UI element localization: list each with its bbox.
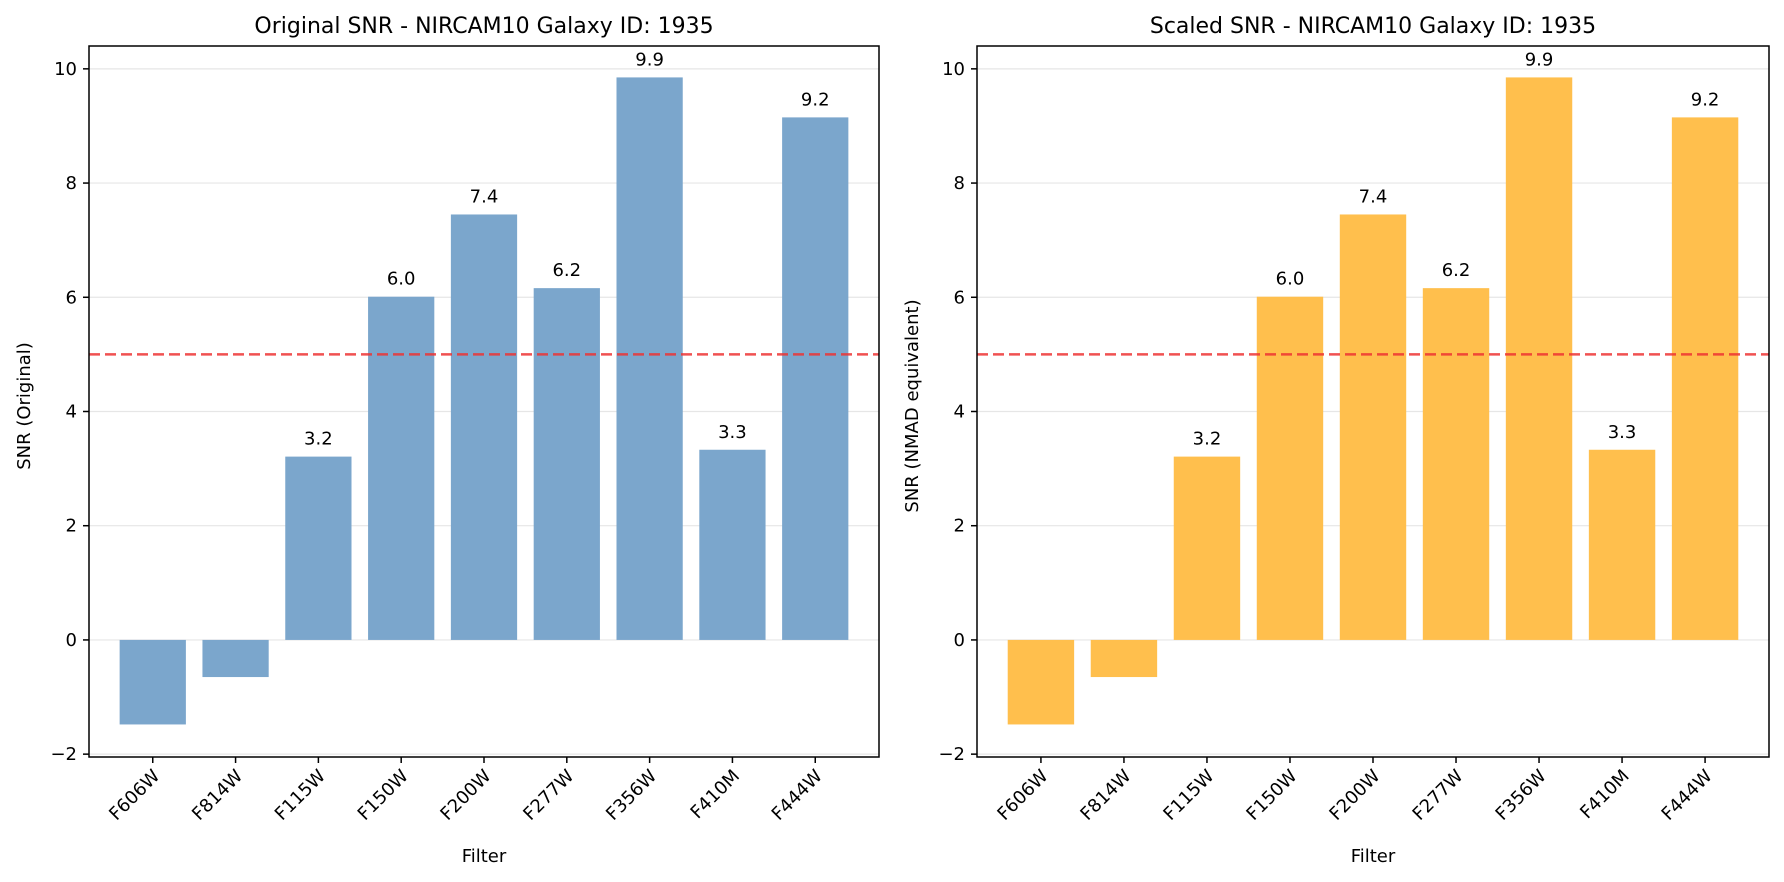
right-xtick-label: F277W (1409, 766, 1468, 825)
right-ytick-label: −2 (938, 744, 965, 765)
left-bar-f410m (699, 449, 766, 640)
right-data-label: 3.2 (1193, 429, 1222, 450)
left-ytick-label: −2 (50, 744, 77, 765)
right-ytick-label: 0 (954, 630, 965, 651)
left-ytick-label: 0 (66, 630, 77, 651)
left-xtick-label: F410M (687, 766, 744, 823)
right-bar-f444w (1671, 117, 1739, 640)
right-chart-title: Scaled SNR - NIRCAM10 Galaxy ID: 1935 (1150, 14, 1596, 39)
right-ytick-label: 6 (954, 287, 965, 308)
left-xtick-label: F606W (105, 766, 164, 825)
right-bar-f606w (1007, 639, 1075, 725)
left-xtick-label: F150W (354, 766, 413, 825)
right-data-label: 9.9 (1525, 49, 1554, 70)
left-ytick-label: 4 (66, 401, 77, 422)
left-chart-panel: Original SNR - NIRCAM10 Galaxy ID: 1935 … (14, 14, 880, 867)
left-chart-title: Original SNR - NIRCAM10 Galaxy ID: 1935 (254, 14, 713, 39)
right-xtick-label: F200W (1325, 766, 1384, 825)
left-xtick-label: F200W (436, 766, 495, 825)
right-xtick-label: F410M (1576, 766, 1633, 823)
right-bar-f277w (1422, 288, 1490, 640)
right-chart-xlabel: Filter (1351, 846, 1396, 867)
right-chart-ylabel: SNR (NMAD equivalent) (902, 299, 923, 512)
left-ytick-label: 6 (66, 287, 77, 308)
right-chart-panel: Scaled SNR - NIRCAM10 Galaxy ID: 1935 Fi… (902, 14, 1770, 867)
right-bar-f150w (1256, 296, 1324, 640)
left-xtick-label: F444W (768, 766, 827, 825)
right-xtick-label: F814W (1076, 766, 1135, 825)
left-data-label: 6.0 (387, 269, 416, 290)
right-ytick-label: 10 (942, 59, 965, 80)
left-ytick-label: 2 (66, 516, 77, 537)
left-bar-f444w (782, 117, 849, 640)
right-ytick-label: 4 (954, 401, 965, 422)
right-bar-f115w (1173, 456, 1241, 640)
right-bar-f200w (1339, 214, 1407, 640)
left-data-label: 3.3 (718, 422, 747, 443)
left-bar-f150w (368, 296, 435, 640)
right-bar-f410m (1588, 449, 1656, 640)
left-bar-f356w (616, 77, 683, 640)
left-data-label: 9.9 (635, 49, 664, 70)
right-data-label: 6.0 (1276, 269, 1305, 290)
left-data-label: 3.2 (304, 429, 333, 450)
left-bar-f200w (450, 214, 518, 640)
left-bar-f277w (533, 288, 600, 640)
right-bar-f814w (1090, 639, 1158, 678)
right-ytick-label: 8 (954, 173, 965, 194)
left-xtick-label: F115W (271, 766, 330, 825)
left-chart-xlabel: Filter (462, 846, 507, 867)
right-data-label: 7.4 (1359, 186, 1388, 207)
left-bar-f814w (202, 639, 269, 678)
left-xtick-label: F277W (519, 766, 578, 825)
right-xtick-label: F356W (1492, 766, 1551, 825)
left-bar-f606w (119, 639, 186, 725)
left-xtick-label: F356W (602, 766, 661, 825)
right-xtick-label: F150W (1242, 766, 1301, 825)
right-xtick-label: F115W (1159, 766, 1218, 825)
left-ytick-label: 10 (54, 59, 77, 80)
left-data-label: 7.4 (470, 186, 499, 207)
left-bar-f115w (285, 456, 352, 640)
left-xtick-label: F814W (188, 766, 247, 825)
left-ytick-label: 8 (66, 173, 77, 194)
right-xtick-label: F444W (1658, 766, 1717, 825)
right-data-label: 3.3 (1608, 422, 1637, 443)
right-bar-f356w (1505, 77, 1573, 640)
right-data-label: 6.2 (1442, 260, 1471, 281)
left-chart-ylabel: SNR (Original) (14, 342, 35, 470)
left-data-label: 9.2 (801, 89, 830, 110)
left-data-label: 6.2 (552, 260, 581, 281)
right-xtick-label: F606W (993, 766, 1052, 825)
right-data-label: 9.2 (1691, 89, 1720, 110)
right-ytick-label: 2 (954, 516, 965, 537)
